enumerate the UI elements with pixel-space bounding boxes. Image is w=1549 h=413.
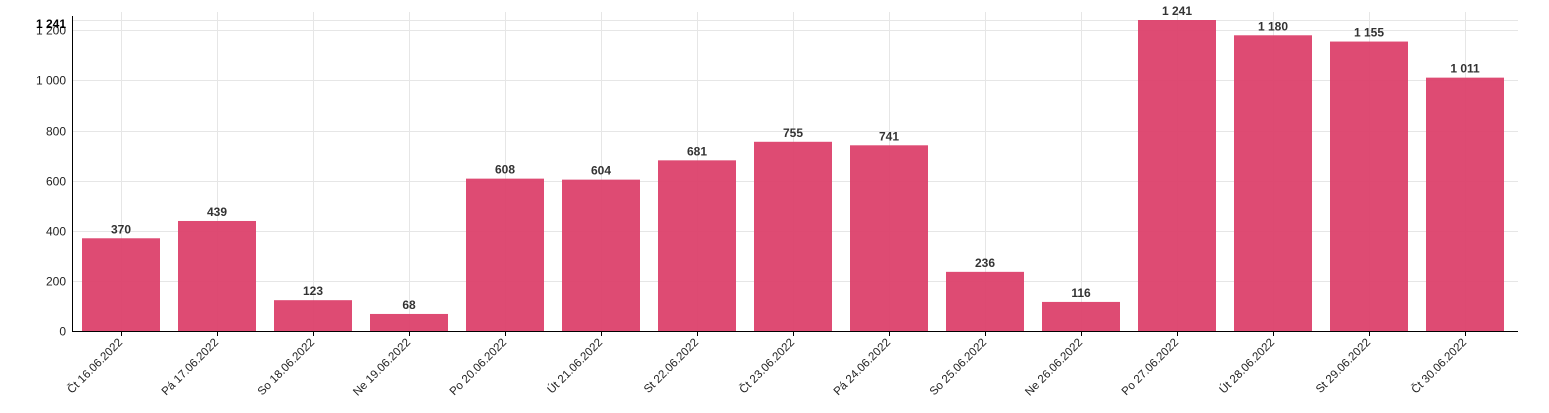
x-tick-label: Čt 30.06.2022 [1409, 336, 1469, 396]
bar [946, 271, 1024, 331]
x-tick-label: Pá 17.06.2022 [160, 337, 221, 398]
bar [850, 145, 928, 331]
bar-value-label: 1 155 [1354, 26, 1384, 40]
bars [82, 20, 1504, 332]
y-tick-label: 800 [46, 125, 66, 139]
bar-value-label: 608 [495, 163, 515, 177]
bar [1138, 20, 1216, 331]
bar [754, 141, 832, 331]
bar [1234, 35, 1312, 331]
bar-value-label: 1 241 [1162, 4, 1192, 18]
y-max-label: 1 241 [36, 17, 66, 31]
y-tick-label: 1 000 [36, 74, 66, 88]
data-labels: 370 439 123 68 608 604 681 755 741 236 116 1 241 1 1… [111, 4, 1480, 312]
x-tick-label: Po 20.06.2022 [448, 337, 509, 398]
x-tick-label: Pá 24.06.2022 [832, 337, 893, 398]
y-tick-label: 1 200 [36, 24, 66, 38]
y-tick-label: 0 [59, 325, 66, 339]
bar [274, 300, 352, 331]
x-tick-label: St 22.06.2022 [642, 337, 701, 396]
x-tick-label: Čt 23.06.2022 [737, 336, 797, 396]
x-tick-label: Út 21.06.2022 [545, 336, 605, 396]
bar [82, 238, 160, 331]
x-tick-label: Po 27.06.2022 [1120, 337, 1181, 398]
bar [562, 179, 640, 331]
bar-value-label: 236 [975, 256, 995, 270]
bar [658, 160, 736, 331]
bar-value-label: 741 [879, 129, 899, 143]
bar-value-label: 681 [687, 144, 707, 158]
x-tick-label: St 29.06.2022 [1314, 337, 1373, 396]
x-tick-label: So 25.06.2022 [928, 337, 989, 398]
bar-value-label: 116 [1071, 286, 1091, 300]
bar-value-label: 1 011 [1450, 62, 1480, 76]
bar [178, 220, 256, 331]
x-tick-label: Ne 19.06.2022 [351, 337, 413, 399]
x-tick-label: So 18.06.2022 [256, 337, 317, 398]
x-tick-label: Čt 16.06.2022 [65, 336, 125, 396]
y-tick-label: 600 [46, 175, 66, 189]
bar [1042, 301, 1120, 331]
bar [370, 313, 448, 331]
y-tick-label: 400 [46, 225, 66, 239]
x-tick-label: Ne 26.06.2022 [1023, 337, 1085, 399]
x-tick-label: Út 28.06.2022 [1217, 336, 1277, 396]
bar-value-label: 1 180 [1258, 19, 1288, 33]
bar-value-label: 370 [111, 222, 131, 236]
x-axis: Čt 16.06.2022 Pá 17.06.2022 So 18.06.2022 N… [65, 331, 1518, 398]
bar [1330, 41, 1408, 332]
y-tick-label: 200 [46, 275, 66, 289]
bar-value-label: 123 [303, 284, 323, 298]
bar-value-label: 439 [207, 205, 227, 219]
bar-value-label: 604 [591, 164, 611, 178]
bar [466, 178, 544, 331]
bar-value-label: 68 [402, 298, 416, 312]
bar-value-label: 755 [783, 126, 803, 140]
bar [1426, 77, 1504, 331]
